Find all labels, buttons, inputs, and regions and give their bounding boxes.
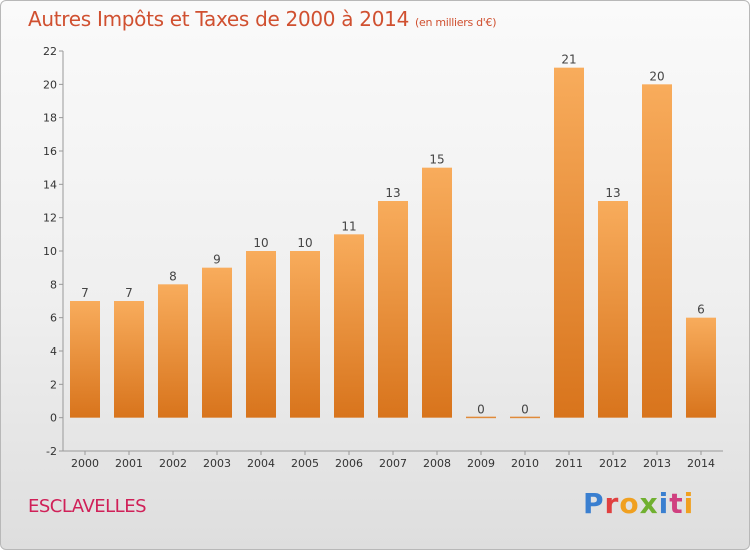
chart-data-labels: 7 7 8 9 10 10 11 13 15 0 0 21 13 20 6 [81, 53, 705, 417]
bar [642, 84, 672, 418]
bar [554, 67, 584, 418]
y-tick-label: -2 [46, 445, 57, 458]
chart-subtitle: (en milliers d'€) [415, 16, 497, 29]
brand-letter: r [604, 487, 620, 520]
brand-letter: i [683, 487, 695, 520]
bar [246, 251, 276, 418]
bar-value-label: 0 [521, 403, 529, 417]
bar-value-label: 20 [649, 69, 664, 83]
bar-value-label: 10 [253, 236, 268, 250]
y-tick-label: 16 [43, 145, 57, 158]
x-tick-label: 2000 [71, 457, 99, 470]
bar-value-label: 0 [477, 403, 485, 417]
y-tick-label: 14 [43, 178, 57, 191]
y-tick-label: 8 [50, 278, 57, 291]
y-tick-label: 4 [50, 345, 57, 358]
bar-value-label: 7 [81, 286, 89, 300]
bar [686, 317, 716, 418]
brand-letter: o [619, 487, 640, 520]
x-tick-label: 2003 [203, 457, 231, 470]
bar [334, 234, 364, 418]
x-tick-label: 2011 [555, 457, 583, 470]
chart-bars [70, 67, 716, 419]
y-tick-label: 6 [50, 312, 57, 325]
chart-title: Autres Impôts et Taxes de 2000 à 2014 (en… [28, 7, 496, 31]
x-tick-label: 2010 [511, 457, 539, 470]
bar [378, 201, 408, 418]
y-tick-label: 0 [50, 412, 57, 425]
x-tick-label: 2008 [423, 457, 451, 470]
x-tick-label: 2012 [599, 457, 627, 470]
bar-value-label: 15 [429, 153, 444, 167]
bar [422, 167, 452, 418]
x-tick-label: 2001 [115, 457, 143, 470]
y-tick-label: 18 [43, 112, 57, 125]
y-tick-label: 22 [43, 45, 57, 58]
x-tick-label: 2014 [687, 457, 715, 470]
bar-value-label: 13 [605, 186, 620, 200]
proxiti-logo[interactable]: Proxiti [583, 487, 694, 520]
brand-letter: P [583, 487, 605, 520]
bar [510, 416, 540, 419]
brand-letter: i [658, 487, 670, 520]
bar [202, 267, 232, 418]
bar-value-label: 10 [297, 236, 312, 250]
y-tick-label: 2 [50, 378, 57, 391]
commune-name: ESCLAVELLES [28, 496, 147, 517]
bar [466, 416, 496, 419]
x-tick-label: 2006 [335, 457, 363, 470]
bar [114, 301, 144, 418]
bar-value-label: 13 [385, 186, 400, 200]
chart-title-text: Autres Impôts et Taxes de 2000 à 2014 [28, 7, 409, 31]
bar-value-label: 8 [169, 269, 177, 283]
x-tick-label: 2005 [291, 457, 319, 470]
bar [290, 251, 320, 418]
bar-value-label: 7 [125, 286, 133, 300]
bar [158, 284, 188, 418]
x-tick-label: 2007 [379, 457, 407, 470]
y-tick-label: 12 [43, 212, 57, 225]
bar-value-label: 6 [697, 303, 705, 317]
x-tick-label: 2002 [159, 457, 187, 470]
x-tick-label: 2009 [467, 457, 495, 470]
bar-value-label: 11 [341, 219, 356, 233]
brand-letter: x [639, 487, 659, 520]
bar-value-label: 9 [213, 253, 221, 267]
y-tick-label: 10 [43, 245, 57, 258]
bar-value-label: 21 [561, 53, 576, 67]
bar [598, 201, 628, 418]
x-tick-label: 2013 [643, 457, 671, 470]
brand-letter: t [669, 487, 684, 520]
y-tick-label: 20 [43, 78, 57, 91]
bar [70, 301, 100, 418]
x-tick-label: 2004 [247, 457, 275, 470]
